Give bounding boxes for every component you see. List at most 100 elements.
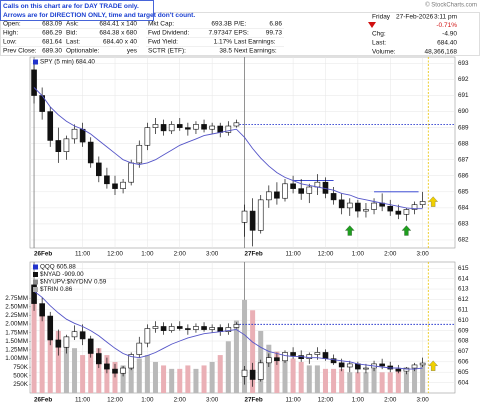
y-tick-label: 688 bbox=[458, 140, 469, 147]
candle-body bbox=[314, 352, 321, 355]
volume-bar bbox=[420, 365, 426, 393]
x-tick-label: 26Feb bbox=[34, 397, 52, 404]
y-tick-label: 607 bbox=[458, 348, 469, 355]
x-tick-label: 11:00 bbox=[285, 251, 301, 258]
candle-body bbox=[47, 111, 54, 141]
candle-body bbox=[274, 357, 280, 362]
candle-body bbox=[419, 201, 426, 205]
candle-body bbox=[104, 175, 110, 185]
volume-bar bbox=[209, 361, 215, 393]
quote-value: -4.90 bbox=[442, 31, 457, 38]
x-tick-label: 11:00 bbox=[285, 397, 301, 404]
volume-bar bbox=[387, 372, 393, 393]
volume-tick-label: 2.75MM bbox=[5, 295, 28, 302]
volume-tick-label: 750K bbox=[13, 364, 29, 371]
volume-bar bbox=[39, 313, 45, 393]
legend-entry: $NYAD -909.00 bbox=[40, 271, 84, 278]
volume-tick-label: 1.75MM bbox=[5, 329, 28, 336]
y-tick-label: 609 bbox=[458, 327, 469, 334]
volume-bar bbox=[274, 351, 280, 393]
x-tick-label: 3:00 bbox=[416, 251, 429, 258]
quote-label: Next Earnings: bbox=[234, 48, 277, 55]
quote-label: Volume: bbox=[372, 49, 396, 56]
x-tick-label: 12:00 bbox=[107, 397, 123, 404]
y-tick-label: 610 bbox=[458, 317, 469, 324]
volume-tick-label: 500K bbox=[13, 372, 29, 379]
candle-body bbox=[387, 205, 394, 212]
volume-bar bbox=[47, 320, 53, 393]
candle-body bbox=[233, 324, 240, 328]
y-tick-label: 615 bbox=[458, 265, 469, 272]
legend-swatch bbox=[33, 279, 38, 285]
candle-body bbox=[233, 122, 240, 127]
x-tick-label: 12:00 bbox=[318, 397, 334, 404]
volume-bar bbox=[185, 365, 191, 393]
candle-body bbox=[209, 327, 215, 330]
volume-bar bbox=[177, 368, 183, 393]
volume-bar bbox=[363, 372, 369, 393]
volume-bar bbox=[395, 368, 401, 393]
x-tick-label: 1:00 bbox=[141, 397, 154, 404]
volume-bar bbox=[112, 361, 118, 393]
quote-label: Last: bbox=[372, 40, 386, 47]
quote-label: Optionable: bbox=[66, 48, 99, 55]
candle-body bbox=[257, 199, 264, 231]
quote-label: Last Earnings: bbox=[234, 39, 276, 46]
volume-tick-label: 1.25MM bbox=[5, 347, 28, 354]
candle-body bbox=[225, 125, 232, 133]
candle-body bbox=[265, 357, 272, 364]
candle-body bbox=[257, 362, 264, 380]
volume-bar bbox=[339, 368, 345, 393]
legend-entry: $NYUPV:$NYDNV 0.59 bbox=[40, 279, 107, 286]
legend-entry: QQQ 605.88 bbox=[40, 264, 76, 271]
candle-body bbox=[209, 125, 215, 130]
candle-body bbox=[185, 127, 191, 130]
candle-body bbox=[241, 210, 248, 223]
volume-tick-label: 2.00MM bbox=[5, 321, 28, 328]
volume-bar bbox=[306, 365, 312, 393]
candle-body bbox=[168, 124, 175, 132]
quote-value: yes bbox=[127, 48, 138, 55]
candle-body bbox=[322, 352, 329, 359]
volume-bar bbox=[298, 361, 304, 393]
candle-body bbox=[39, 303, 45, 317]
candle-body bbox=[128, 354, 135, 369]
quote-time: 3:11 pm bbox=[434, 14, 457, 21]
candle-body bbox=[55, 339, 62, 348]
y-tick-label: 683 bbox=[458, 221, 469, 228]
candle-body bbox=[31, 284, 37, 304]
quote-value: 683.09 bbox=[42, 21, 62, 28]
candle-body bbox=[338, 199, 345, 209]
volume-bar bbox=[88, 351, 94, 393]
y-tick-label: 606 bbox=[458, 358, 469, 365]
volume-bar bbox=[322, 368, 328, 393]
volume-bar bbox=[266, 344, 272, 393]
y-tick-label: 693 bbox=[458, 60, 469, 67]
candle-body bbox=[290, 352, 296, 356]
legend-entry: $TRIN 0.86 bbox=[40, 286, 73, 293]
y-tick-label: 604 bbox=[458, 379, 469, 386]
candle-body bbox=[160, 326, 167, 331]
volume-bar bbox=[104, 355, 110, 393]
candle-body bbox=[144, 127, 151, 146]
candle-body bbox=[403, 367, 410, 372]
volume-tick-label: 1.50MM bbox=[5, 338, 28, 345]
candle-body bbox=[128, 162, 135, 183]
x-tick-label: 2:00 bbox=[384, 397, 397, 404]
volume-bar bbox=[128, 361, 134, 393]
direction-arrow bbox=[428, 360, 438, 371]
candle-body bbox=[338, 362, 345, 368]
volume-tick-label: 2.25MM bbox=[5, 312, 28, 319]
candle-body bbox=[411, 364, 418, 369]
volume-bar bbox=[242, 299, 248, 393]
plots: 682 683 684 685 686 687 688 689 690 691 692 693 26Fe… bbox=[5, 56, 469, 404]
candle-body bbox=[120, 181, 126, 189]
notice-line: Arrows are for DIRECTION ONLY, time and … bbox=[3, 12, 195, 19]
candle-body bbox=[31, 69, 37, 96]
candle-body bbox=[152, 124, 159, 128]
candle-body bbox=[355, 363, 361, 370]
candle-body bbox=[193, 326, 199, 330]
candle-body bbox=[282, 183, 288, 199]
x-tick-label: 11:00 bbox=[75, 251, 91, 258]
